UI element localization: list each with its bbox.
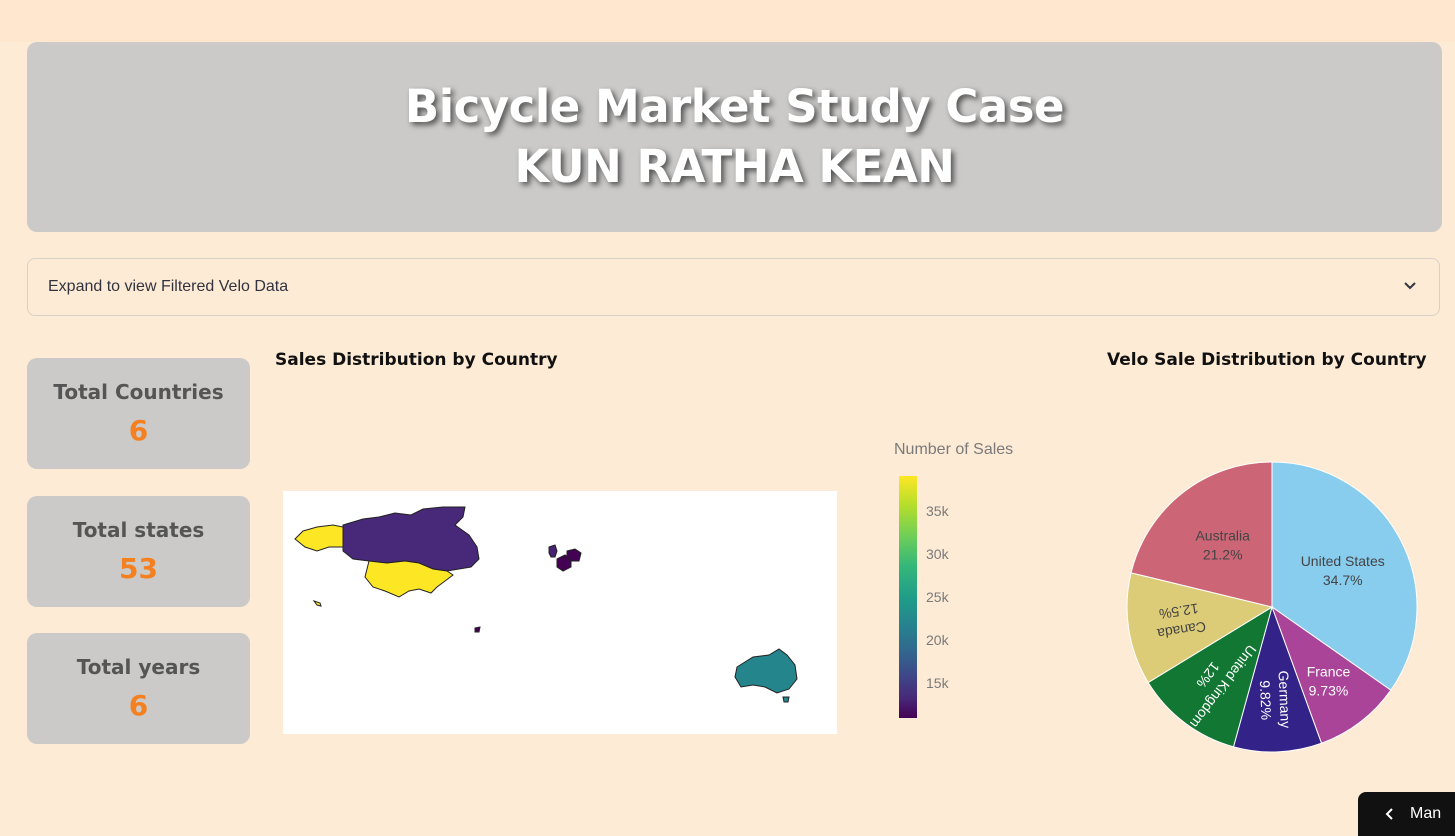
page-title: Bicycle Market Study Case <box>404 80 1065 133</box>
country-australia[interactable] <box>734 648 798 694</box>
colorbar-tick-label: 30k <box>926 545 949 562</box>
country-french-overseas[interactable] <box>474 626 481 633</box>
pie-slice[interactable] <box>1147 605 1273 748</box>
chevron-down-icon <box>1403 278 1417 296</box>
pie-slice[interactable] <box>1126 572 1274 684</box>
colorbar-gradient <box>899 476 917 718</box>
pie-slice[interactable] <box>1232 605 1323 753</box>
colorbar-tick-label: 20k <box>926 631 949 648</box>
kpi-value: 6 <box>128 689 149 722</box>
country-alaska[interactable] <box>294 524 344 552</box>
pie-slice[interactable] <box>1130 461 1273 608</box>
kpi-label: Total states <box>72 518 205 542</box>
kpi-value: 6 <box>128 414 149 447</box>
choropleth-map[interactable] <box>283 491 837 734</box>
kpi-card-years: Total years 6 <box>27 633 250 744</box>
top-strip <box>0 0 1455 42</box>
map-title: Sales Distribution by Country <box>275 350 558 370</box>
author-name: KUN RATHA KEAN <box>514 140 955 193</box>
country-united-states[interactable] <box>364 560 454 598</box>
kpi-value: 53 <box>119 552 158 585</box>
colorbar-tick-label: 15k <box>926 674 949 691</box>
pie-slice[interactable] <box>1270 605 1392 744</box>
pie-slice[interactable] <box>1271 461 1418 691</box>
country-hawaii[interactable] <box>312 600 322 607</box>
chevron-left-icon <box>1384 807 1394 821</box>
map-svg <box>294 506 798 703</box>
country-france[interactable] <box>556 554 572 572</box>
kpi-label: Total years <box>76 655 201 679</box>
kpi-label: Total Countries <box>53 380 224 404</box>
expander-label: Expand to view Filtered Velo Data <box>48 278 289 295</box>
manage-app-button[interactable]: Man <box>1358 792 1455 836</box>
country-germany[interactable] <box>566 548 582 562</box>
kpi-card-states: Total states 53 <box>27 496 250 607</box>
kpi-card-countries: Total Countries 6 <box>27 358 250 469</box>
country-tasmania[interactable] <box>782 696 790 703</box>
page-header: Bicycle Market Study Case KUN RATHA KEAN <box>27 42 1442 232</box>
filtered-data-expander[interactable]: Expand to view Filtered Velo Data <box>27 258 1440 316</box>
colorbar-tick-label: 35k <box>926 503 949 520</box>
manage-app-label: Man <box>1410 805 1442 822</box>
country-united-kingdom[interactable] <box>548 544 558 558</box>
pie-title: Velo Sale Distribution by Country <box>1107 350 1427 370</box>
colorbar-title: Number of Sales <box>894 441 1014 458</box>
colorbar-tick-label: 25k <box>926 588 949 605</box>
